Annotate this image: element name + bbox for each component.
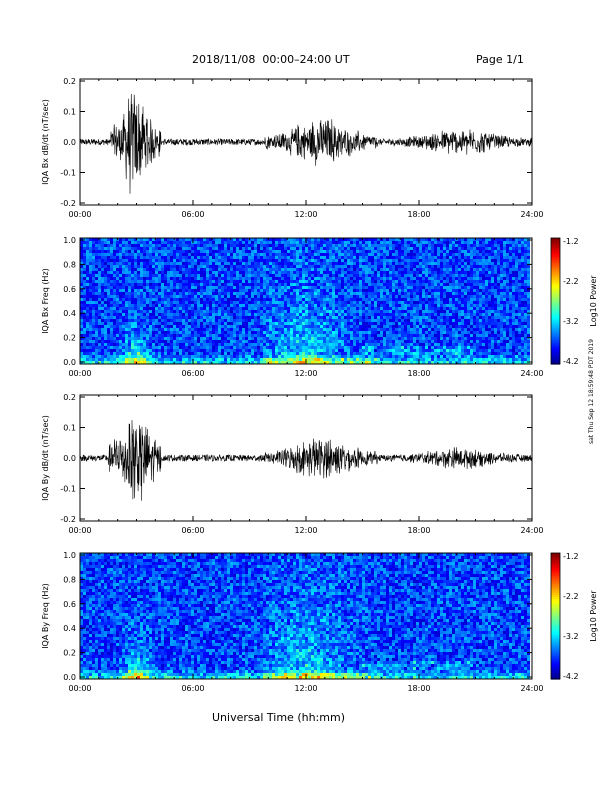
colorbar-tick-label: -3.2 <box>563 632 579 641</box>
y-tick-label: 0.8 <box>63 575 76 584</box>
spectrogram-2 <box>80 238 530 364</box>
y-tick-label: 0.2 <box>63 77 76 86</box>
colorbar-tick-label: -4.2 <box>563 672 579 681</box>
colorbar-tick-label: -3.2 <box>563 317 579 326</box>
y-tick-label: 0.2 <box>63 649 76 658</box>
y-axis-title: IQA By dB/dt (nT/sec) <box>41 415 50 501</box>
y-tick-label: 1.0 <box>63 551 76 560</box>
y-tick-label: 0.0 <box>63 673 76 682</box>
waveform-trace-3 <box>80 420 532 501</box>
x-tick-label: 00:00 <box>68 526 91 535</box>
y-tick-label: 0.4 <box>63 624 76 633</box>
colorbar-title: Log10 Power <box>589 590 598 642</box>
y-tick-label: 0.8 <box>63 260 76 269</box>
colorbar-tick-label: -4.2 <box>563 357 579 366</box>
y-tick-label: 0.0 <box>63 454 76 463</box>
x-tick-label: 00:00 <box>68 684 91 693</box>
y-tick-label: 0.2 <box>63 393 76 402</box>
waveform-trace-1 <box>80 94 532 194</box>
y-tick-label: 0.6 <box>63 285 76 294</box>
colorbar-2 <box>551 238 560 365</box>
x-tick-label: 06:00 <box>181 369 204 378</box>
y-tick-label: 0.0 <box>63 358 76 367</box>
y-tick-label: -0.1 <box>60 169 76 178</box>
y-tick-label: 0.2 <box>63 334 76 343</box>
colorbar-tick-label: -1.2 <box>563 552 579 561</box>
colorbar-tick-label: -1.2 <box>563 237 579 246</box>
x-tick-label: 06:00 <box>181 210 204 219</box>
x-tick-label: 12:00 <box>294 210 317 219</box>
spectrogram-4 <box>80 553 530 679</box>
x-tick-label: 18:00 <box>407 369 430 378</box>
colorbar-tick-label: -2.2 <box>563 592 579 601</box>
y-tick-label: -0.1 <box>60 485 76 494</box>
y-tick-label: -0.2 <box>60 515 76 524</box>
x-tick-label: 24:00 <box>520 684 543 693</box>
x-tick-label: 18:00 <box>407 210 430 219</box>
x-tick-label: 06:00 <box>181 684 204 693</box>
y-axis-title: IQA Bx Freq (Hz) <box>41 268 50 334</box>
y-tick-label: 0.6 <box>63 600 76 609</box>
colorbar-tick-label: -2.2 <box>563 277 579 286</box>
x-tick-label: 12:00 <box>294 684 317 693</box>
y-tick-label: 1.0 <box>63 236 76 245</box>
x-tick-label: 06:00 <box>181 526 204 535</box>
colorbar-4 <box>551 553 560 680</box>
colorbar-title: Log10 Power <box>589 275 598 327</box>
x-tick-label: 24:00 <box>520 526 543 535</box>
y-tick-label: -0.2 <box>60 199 76 208</box>
x-tick-label: 18:00 <box>407 684 430 693</box>
y-tick-label: 0.1 <box>63 108 76 117</box>
y-tick-label: 0.4 <box>63 309 76 318</box>
x-tick-label: 24:00 <box>520 369 543 378</box>
x-tick-label: 00:00 <box>68 210 91 219</box>
x-tick-label: 18:00 <box>407 526 430 535</box>
y-axis-title: IQA Bx dB/dt (nT/sec) <box>41 99 50 185</box>
x-tick-label: 24:00 <box>520 210 543 219</box>
x-tick-label: 12:00 <box>294 369 317 378</box>
y-tick-label: 0.0 <box>63 138 76 147</box>
x-tick-label: 00:00 <box>68 369 91 378</box>
x-tick-label: 12:00 <box>294 526 317 535</box>
y-axis-title: IQA By Freq (Hz) <box>41 583 50 649</box>
y-tick-label: 0.1 <box>63 424 76 433</box>
